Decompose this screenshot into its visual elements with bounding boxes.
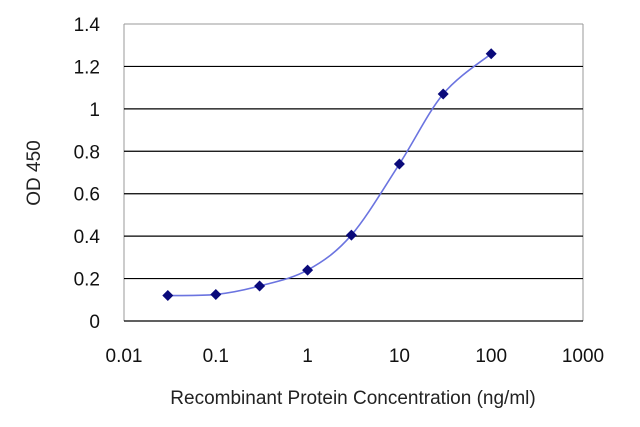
data-point-marker — [254, 280, 266, 292]
y-tick-label: 0.6 — [74, 185, 100, 206]
y-tick-label: 1.4 — [74, 15, 101, 36]
y-tick-label: 0.2 — [74, 270, 100, 291]
x-tick-label: 0.01 — [106, 346, 143, 367]
data-point-marker — [485, 48, 497, 60]
data-point-marker — [393, 158, 405, 170]
plot-frame — [123, 23, 584, 321]
data-point-marker — [302, 264, 314, 276]
gridlines — [124, 65, 583, 322]
data-point-marker — [437, 88, 449, 100]
y-tick-label: 1 — [89, 100, 100, 121]
y-tick-label: 1.2 — [74, 57, 100, 78]
y-tick-label: 0 — [89, 312, 100, 333]
data-point-marker — [162, 290, 174, 302]
x-tick-labels: 0.01 0.1 1 10 100 1000 — [106, 346, 605, 367]
y-axis-title: OD 450 — [24, 140, 45, 205]
y-tick-label: 0.4 — [74, 227, 101, 248]
y-tick-labels: 0 0.2 0.4 0.6 0.8 1 1.2 1.4 — [74, 15, 101, 333]
x-tick-label: 0.1 — [203, 346, 229, 367]
data-point-marker — [210, 288, 222, 300]
x-tick-label: 1 — [302, 346, 313, 367]
series-line — [167, 53, 492, 297]
x-tick-label: 100 — [475, 346, 507, 367]
data-point-marker — [345, 229, 357, 241]
y-tick-label: 0.8 — [74, 142, 100, 163]
x-axis-title: Recombinant Protein Concentration (ng/ml… — [170, 388, 535, 409]
data-markers — [162, 48, 497, 302]
x-tick-label: 10 — [389, 346, 410, 367]
x-tick-label: 1000 — [562, 346, 604, 367]
